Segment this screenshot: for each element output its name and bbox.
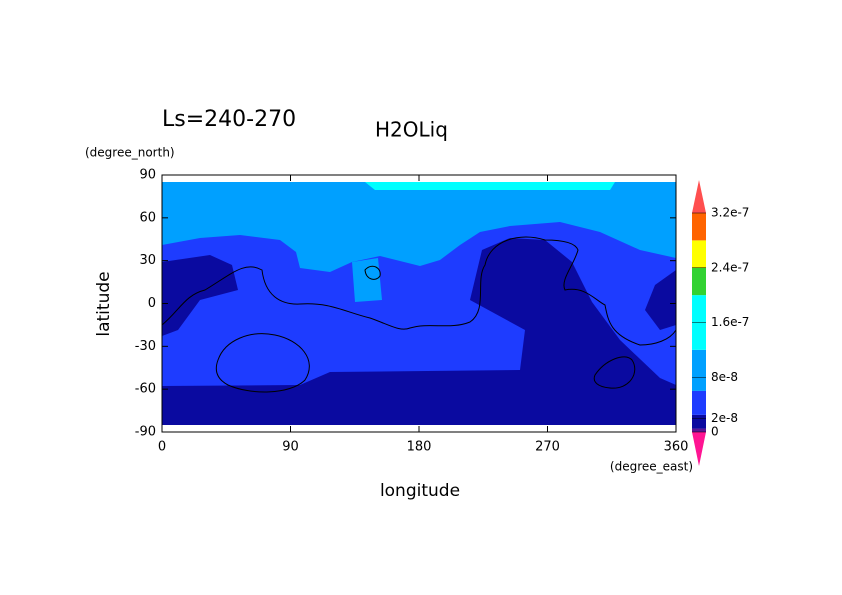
x-tick-label: 0 [158, 440, 166, 455]
y-tick-label: 90 [139, 168, 156, 183]
colorbar-tick-label: 2.4e-7 [711, 260, 749, 274]
coast [593, 356, 636, 389]
colorbar-tick-label: 3.2e-7 [711, 206, 749, 220]
coastlines [161, 236, 677, 393]
y-tick-label: 60 [139, 210, 156, 225]
coast [215, 333, 310, 393]
y-axis-label: latitude [94, 271, 114, 336]
subtitle: Ls=240-270 [162, 107, 296, 132]
x-tick-label: 90 [282, 440, 299, 455]
field [162, 182, 676, 425]
x-axis-label: longitude [380, 481, 460, 501]
colorbar-band [692, 267, 706, 296]
x-unit: (degree_east) [610, 460, 693, 474]
colorbar-tick-label: 1.6e-7 [711, 315, 749, 329]
colorbar-under [692, 432, 706, 466]
colorbar-band [692, 414, 706, 429]
field-navy-right [645, 270, 676, 330]
colorbar-tick-label: 2e-8 [711, 411, 738, 425]
field-cyan [365, 182, 615, 190]
colorbar-band [692, 390, 706, 415]
coast [364, 265, 381, 280]
colorbar-tick-label: 0 [711, 425, 719, 439]
y-tick-label: -90 [135, 425, 156, 440]
y-tick-label: -30 [135, 339, 156, 354]
x-tick-label: 360 [664, 440, 689, 455]
field-navy-center [162, 238, 676, 425]
colorbar-over [692, 180, 706, 213]
x-tick-label: 270 [535, 440, 560, 455]
x-tick-label: 180 [407, 440, 432, 455]
field-navy-left [162, 255, 238, 336]
colorbar-band [692, 349, 706, 391]
chart-title: H2OLiq [375, 118, 448, 142]
coast [161, 236, 677, 346]
y-tick-label: 0 [148, 296, 156, 311]
y-unit: (degree_north) [85, 146, 175, 160]
colorbar-band [692, 213, 706, 241]
colorbar-band [692, 240, 706, 268]
colorbar-band [692, 428, 706, 432]
y-tick-label: 30 [139, 253, 156, 268]
y-tick-label: -60 [135, 382, 156, 397]
colorbar-tick-label: 8e-8 [711, 370, 738, 384]
field-light-patch [352, 258, 382, 302]
